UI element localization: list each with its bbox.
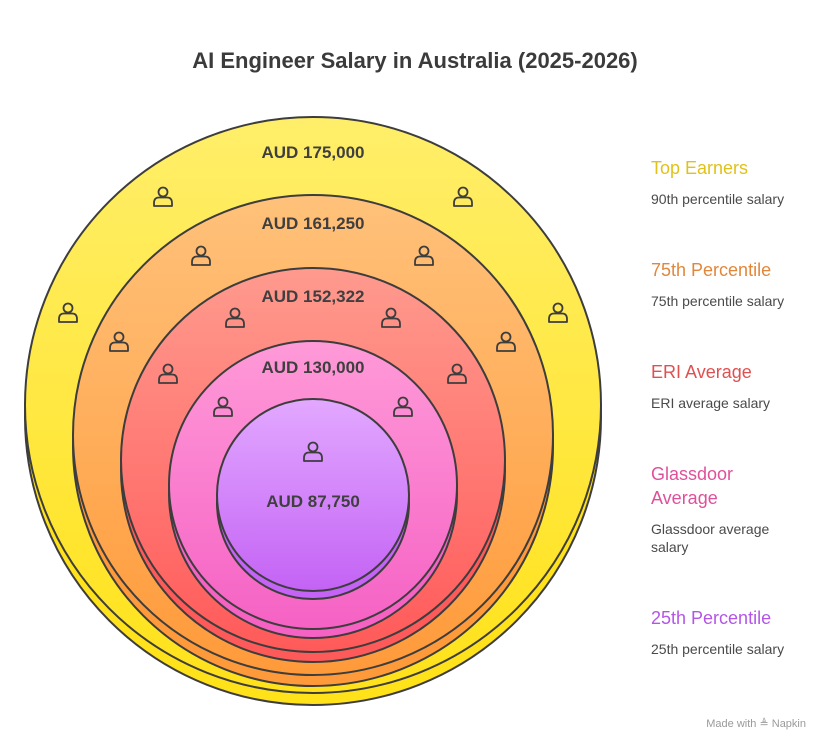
person-icon: [414, 245, 434, 266]
legend-description: ERI average salary: [651, 395, 771, 411]
ring-value-label: AUD 175,000: [261, 143, 364, 162]
made-with-napkin[interactable]: Made with ≜ Napkin: [706, 717, 806, 730]
legend-description: 75th percentile salary: [651, 293, 785, 309]
person-icon: [153, 186, 173, 207]
person-icon: [303, 441, 323, 462]
ring-value-label: AUD 87,750: [266, 492, 360, 511]
footer-brand: Napkin: [771, 718, 806, 730]
legend-glassdoor-average: Glassdoor Average Glassdoor average sala…: [651, 462, 801, 556]
page-title: AI Engineer Salary in Australia (2025-20…: [192, 48, 638, 73]
person-icon: [158, 363, 178, 384]
person-icon: [191, 245, 211, 266]
person-icon: [58, 302, 78, 323]
ring-value-label: AUD 161,250: [261, 214, 364, 233]
footer-prefix: Made with: [706, 718, 757, 730]
person-icon: [381, 307, 401, 328]
legend-eri-average: ERI Average ERI average salary: [651, 360, 821, 412]
legend-title: ERI Average: [651, 362, 752, 382]
person-icon: [447, 363, 467, 384]
legend-description: Glassdoor average salary: [651, 521, 770, 555]
legend-title: 75th Percentile: [651, 260, 772, 280]
person-icon: [109, 331, 129, 352]
legend-description: 25th percentile salary: [651, 641, 785, 657]
legend-title: Glassdoor Average: [651, 464, 734, 508]
person-icon: [548, 302, 568, 323]
person-icon: [213, 396, 233, 417]
ring-value-label: AUD 130,000: [261, 358, 364, 377]
person-icon: [225, 307, 245, 328]
person-icon: [453, 186, 473, 207]
legend-title: Top Earners: [651, 158, 749, 178]
legend-top-earners: Top Earners 90th percentile salary: [651, 156, 821, 208]
napkin-logo-icon: ≜: [759, 718, 769, 730]
ring-value-label: AUD 152,322: [261, 287, 364, 306]
legend-25th-percentile: 25th Percentile 25th percentile salary: [651, 606, 821, 658]
person-icon: [496, 331, 516, 352]
legend-75th-percentile: 75th Percentile 75th percentile salary: [651, 258, 821, 310]
ring-4: [216, 398, 410, 592]
person-icon: [393, 396, 413, 417]
legend-title: 25th Percentile: [651, 608, 772, 628]
legend-description: 90th percentile salary: [651, 191, 785, 207]
